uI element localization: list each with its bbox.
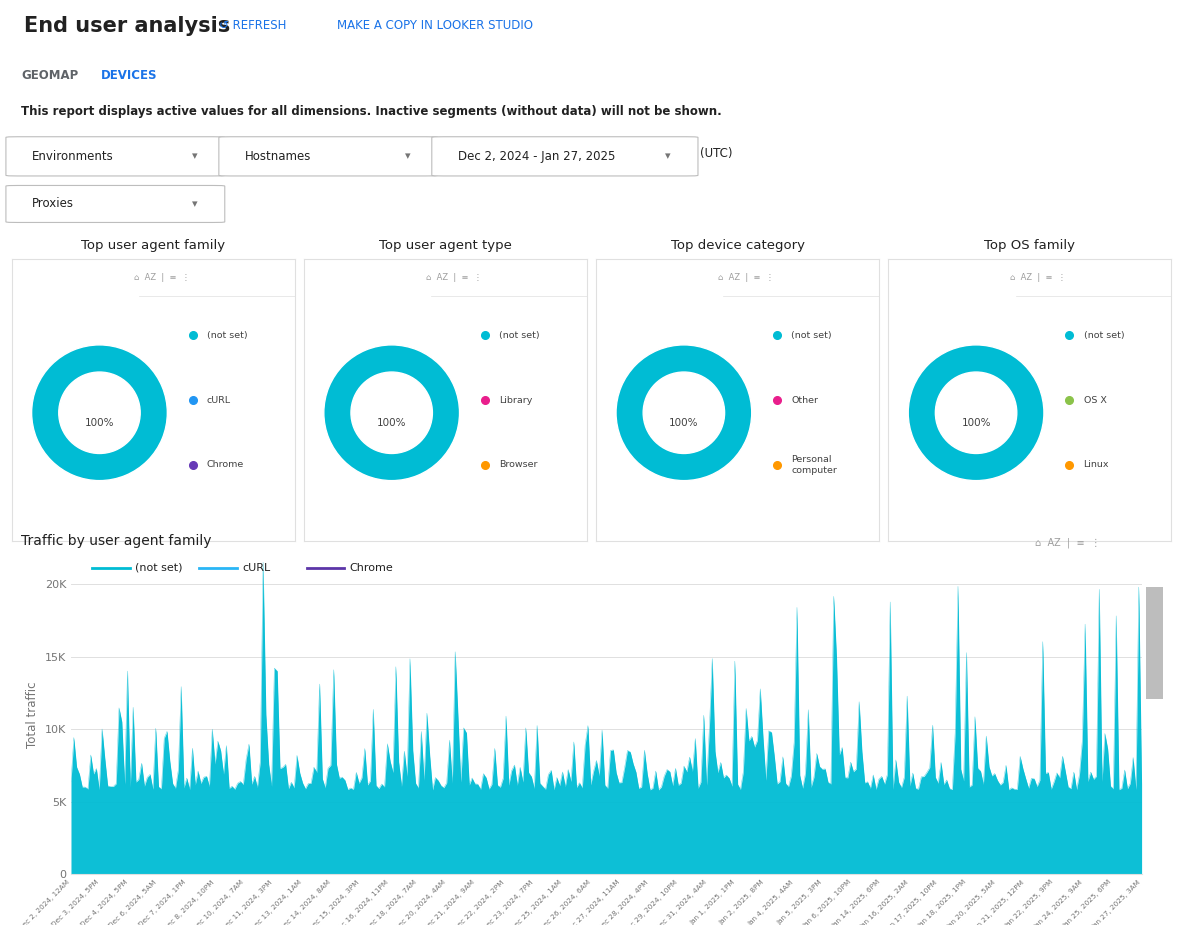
Text: ⌂  AZ  |  ≡  ⋮: ⌂ AZ | ≡ ⋮ <box>1035 537 1100 548</box>
Text: ⌂  AZ  |  ≡  ⋮: ⌂ AZ | ≡ ⋮ <box>718 273 774 282</box>
FancyBboxPatch shape <box>6 137 225 176</box>
FancyBboxPatch shape <box>432 137 698 176</box>
Text: ▾: ▾ <box>665 152 671 161</box>
Text: (UTC): (UTC) <box>700 147 732 160</box>
Text: MAKE A COPY IN LOOKER STUDIO: MAKE A COPY IN LOOKER STUDIO <box>337 19 534 32</box>
Text: ⌂  AZ  |  ≡  ⋮: ⌂ AZ | ≡ ⋮ <box>426 273 481 282</box>
Text: (not set): (not set) <box>499 330 539 339</box>
Text: cURL: cURL <box>243 562 271 573</box>
Text: GEOMAP: GEOMAP <box>21 69 78 82</box>
Text: This report displays active values for all dimensions. Inactive segments (withou: This report displays active values for a… <box>21 105 722 117</box>
Text: Proxies: Proxies <box>32 197 75 211</box>
Text: Personal
computer: Personal computer <box>791 455 838 475</box>
Text: ⌂  AZ  |  ≡  ⋮: ⌂ AZ | ≡ ⋮ <box>134 273 189 282</box>
Text: Other: Other <box>791 396 819 404</box>
Text: Environments: Environments <box>32 150 114 163</box>
Text: Top device category: Top device category <box>671 239 804 252</box>
Text: Library: Library <box>499 396 532 404</box>
Text: Linux: Linux <box>1084 461 1108 470</box>
Text: (not set): (not set) <box>207 330 247 339</box>
Y-axis label: Total traffic: Total traffic <box>26 682 39 747</box>
FancyBboxPatch shape <box>219 137 438 176</box>
Text: Top OS family: Top OS family <box>984 239 1075 252</box>
Text: Dec 2, 2024 - Jan 27, 2025: Dec 2, 2024 - Jan 27, 2025 <box>458 150 615 163</box>
Text: End user analysis: End user analysis <box>24 16 230 36</box>
Text: ⌂  AZ  |  ≡  ⋮: ⌂ AZ | ≡ ⋮ <box>1010 273 1066 282</box>
Text: Browser: Browser <box>499 461 537 470</box>
Text: ▾: ▾ <box>192 199 198 209</box>
Text: DEVICES: DEVICES <box>101 69 157 82</box>
Text: Top user agent family: Top user agent family <box>82 239 225 252</box>
Bar <box>1146 587 1163 698</box>
Text: ▾: ▾ <box>405 152 411 161</box>
Text: ▾: ▾ <box>192 152 198 161</box>
Text: Traffic by user agent family: Traffic by user agent family <box>21 534 212 548</box>
FancyBboxPatch shape <box>6 185 225 222</box>
Text: (not set): (not set) <box>1084 330 1124 339</box>
Text: (not set): (not set) <box>791 330 832 339</box>
Text: cURL: cURL <box>207 396 231 404</box>
Text: ↺ REFRESH: ↺ REFRESH <box>219 19 286 32</box>
Text: OS X: OS X <box>1084 396 1106 404</box>
Text: Chrome: Chrome <box>207 461 244 470</box>
Text: Chrome: Chrome <box>349 562 393 573</box>
Text: (not set): (not set) <box>135 562 182 573</box>
Text: Hostnames: Hostnames <box>245 150 311 163</box>
Text: Top user agent type: Top user agent type <box>379 239 512 252</box>
